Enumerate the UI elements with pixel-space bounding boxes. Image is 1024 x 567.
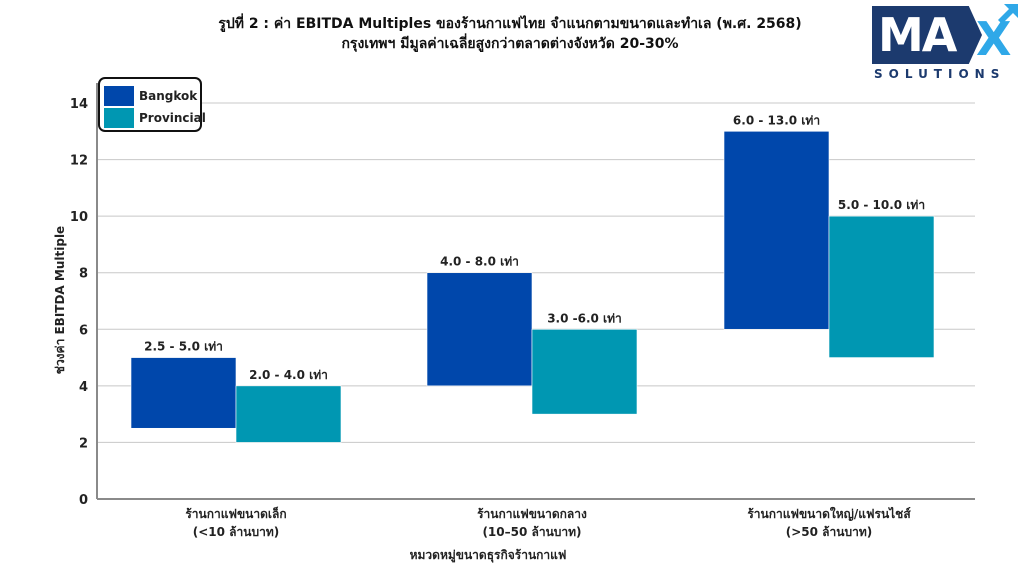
legend-item-provincial: Provincial	[104, 108, 206, 128]
bar-label-bangkok-2: 4.0 - 8.0 เท่า	[440, 255, 519, 269]
bar-provincial-3	[828, 215, 935, 358]
y-tick-label: 0	[79, 493, 88, 508]
bar-label-provincial-1: 2.0 - 4.0 เท่า	[249, 368, 328, 382]
chart-legend: Bangkok Provincial	[98, 77, 206, 132]
x-tick-labels: ร้านกาแฟขนาดเล็ก (<10 ล้านบาท) ร้านกาแฟขนา…	[185, 506, 911, 539]
bar-bangkok-3	[723, 130, 830, 330]
logo-sub-text: SOLUTIONS	[874, 67, 1006, 81]
x-tick-label: ร้านกาแฟขนาดใหญ่/แฟรนไชส์	[747, 506, 911, 521]
y-tick-labels: 0 2 4 6 8 10 12 14	[70, 97, 88, 508]
y-axis-title: ช่วงค่า EBITDA Multiple	[53, 226, 67, 374]
chart-title: รูปที่ 2 : ค่า EBITDA Multiples ของร้านก…	[218, 16, 802, 32]
bar-bangkok-1	[130, 357, 237, 429]
y-tick-label: 8	[79, 267, 88, 282]
bar-data-labels: 2.5 - 5.0 เท่า 4.0 - 8.0 เท่า 6.0 - 13.0 เ…	[144, 113, 925, 382]
y-tick-label: 6	[79, 323, 88, 338]
x-tick-sublabel: (10–50 ล้านบาท)	[482, 525, 581, 539]
bars	[130, 130, 935, 443]
legend-swatch-bangkok	[104, 86, 134, 106]
chart-subtitle: กรุงเทพฯ มีมูลค่าเฉลี่ยสูงกว่าตลาดต่างจั…	[341, 36, 679, 52]
axes	[96, 83, 975, 500]
bar-label-provincial-3: 5.0 - 10.0 เท่า	[838, 198, 925, 212]
bar-provincial-2	[531, 328, 638, 415]
bar-label-provincial-2: 3.0 -6.0 เท่า	[547, 311, 622, 325]
x-axis-title: หมวดหมู่ขนาดธุรกิจร้านกาแฟ	[410, 548, 567, 563]
x-tick-label: ร้านกาแฟขนาดกลาง	[477, 507, 587, 521]
legend-swatch-provincial	[104, 108, 134, 128]
logo-main-text: MA	[878, 8, 957, 62]
x-tick-label: ร้านกาแฟขนาดเล็ก	[185, 506, 286, 521]
bar-provincial-1	[235, 385, 342, 443]
bar-bangkok-2	[426, 272, 533, 387]
bar-label-bangkok-1: 2.5 - 5.0 เท่า	[144, 340, 223, 354]
y-tick-label: 10	[70, 210, 88, 225]
y-tick-label: 12	[70, 154, 88, 169]
legend-label: Bangkok	[139, 89, 198, 103]
legend-item-bangkok: Bangkok	[104, 86, 197, 106]
logo-accent-text: X	[976, 12, 1012, 66]
x-tick-sublabel: (>50 ล้านบาท)	[786, 525, 872, 539]
max-solutions-logo: MA X SOLUTIONS	[872, 4, 1020, 86]
chart-title-block: รูปที่ 2 : ค่า EBITDA Multiples ของร้านก…	[180, 14, 840, 54]
logo-background	[872, 6, 982, 64]
arrow-up-right-icon	[998, 4, 1018, 24]
x-tick-sublabel: (<10 ล้านบาท)	[193, 525, 279, 539]
y-tick-label: 14	[70, 97, 88, 112]
bar-label-bangkok-3: 6.0 - 13.0 เท่า	[733, 113, 820, 127]
y-tick-label: 4	[79, 380, 88, 395]
y-tick-label: 2	[79, 436, 88, 451]
legend-label: Provincial	[139, 111, 206, 125]
